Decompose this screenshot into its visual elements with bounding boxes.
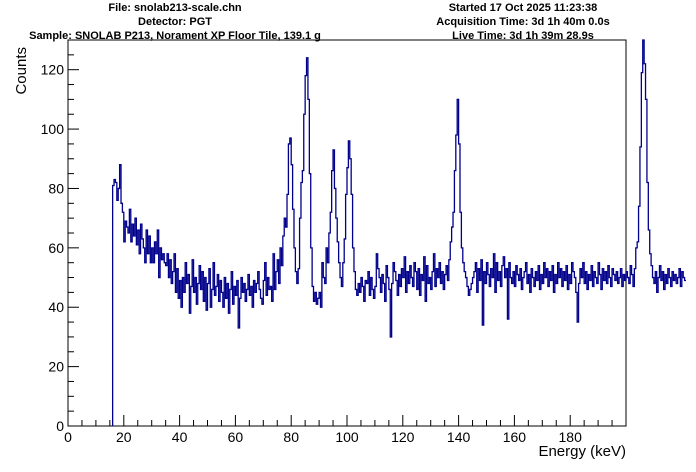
x-tick-label: 60 (228, 429, 244, 445)
axes: 0 20 40 60 80 100 120 140 160 180 0 20 40 60 80 100 120 (41, 39, 627, 445)
y-tick-label: 120 (41, 62, 65, 78)
file-label: File: snolab213-scale.chn (108, 2, 242, 14)
acquisition-time-label: Acquisition Time: 3d 1h 40m 0.0s (436, 16, 610, 28)
x-tick-label: 0 (64, 429, 72, 445)
x-tick-label: 20 (116, 429, 132, 445)
x-tick-label: 100 (335, 429, 359, 445)
y-tick-label: 80 (48, 180, 64, 196)
x-tick-label: 140 (447, 429, 471, 445)
y-tick-label: 60 (48, 240, 64, 256)
y-tick-label: 0 (56, 418, 64, 434)
spectrum-histogram-line (111, 39, 686, 426)
x-tick-label: 120 (391, 429, 415, 445)
detector-label: Detector: PGT (138, 16, 212, 28)
y-tick-label: 100 (41, 121, 65, 137)
y-axis-label: Counts (13, 47, 30, 95)
x-axis-label: Energy (keV) (538, 443, 626, 460)
y-tick-label: 20 (48, 359, 64, 375)
x-tick-label: 80 (283, 429, 299, 445)
y-tick-label: 40 (48, 299, 64, 315)
plot-frame (67, 39, 627, 427)
start-time-label: Started 17 Oct 2025 11:23:38 (448, 2, 598, 14)
live-time-label: Live Time: 3d 1h 39m 28.9s (452, 30, 594, 42)
data-layer (111, 39, 686, 426)
sample-label: Sample: SNOLAB P213, Norament XP Floor T… (29, 30, 321, 42)
x-tick-label: 160 (503, 429, 527, 445)
x-tick-label: 40 (172, 429, 188, 445)
x-tick-label: 180 (559, 429, 583, 445)
